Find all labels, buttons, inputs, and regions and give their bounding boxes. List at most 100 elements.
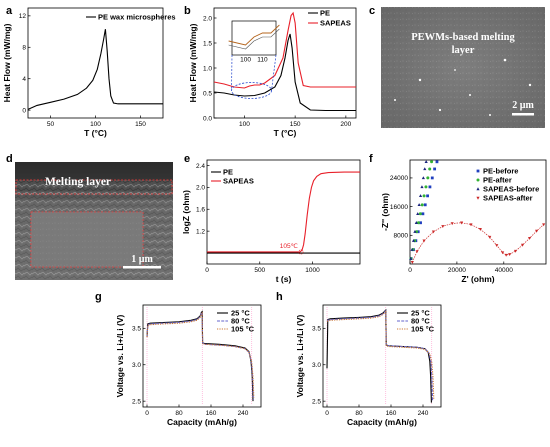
panel-label-d: d (6, 153, 13, 165)
x-tick-label: 240 (238, 410, 249, 417)
y-tick-label: 3.5 (132, 326, 141, 333)
y-tick-label: 1.6 (196, 207, 205, 214)
legend-label-80c: 80 °C (231, 316, 250, 325)
sem-d-scale-label: 1 µm (131, 254, 153, 265)
data-point-sapeas-after (527, 236, 532, 240)
data-point-sapeas-after (535, 229, 539, 233)
series-line-sapeas (207, 171, 360, 253)
annotation-circle (298, 249, 304, 255)
x-axis-label: T (°C) (274, 128, 297, 138)
x-tick-label: 100 (90, 121, 101, 128)
sem-image-d: Melting layer 1 µm (15, 162, 173, 280)
y-axis-label: Heat Flow (mW/mg) (188, 23, 198, 102)
data-point-sapeas-before (413, 230, 417, 233)
legend-label-sapeas: SAPEAS (320, 19, 351, 28)
inset-x-tick-label: 110 (257, 57, 268, 64)
sem-c-caption-line2: layer (452, 45, 475, 56)
y-tick-label: 1.0 (203, 65, 212, 72)
data-point-sapeas-after (513, 249, 518, 253)
x-axis-label: t (s) (276, 274, 292, 284)
series-line-sapeas-after (412, 222, 544, 263)
panel-label-a: a (6, 5, 13, 17)
sem-image-c: PEWMs-based melting layer 2 µm (381, 7, 545, 128)
y-tick-label: 16000 (390, 204, 408, 211)
legend-label-sapeas: SAPEAS (223, 177, 254, 186)
panel-label-h: h (276, 291, 283, 303)
y-axis-label: Voltage vs. Li+/Li (V) (115, 314, 125, 397)
sem-d-title: Melting layer (45, 176, 111, 188)
x-tick-label: 80 (355, 410, 363, 417)
x-axis-label: T (°C) (84, 128, 107, 138)
sem-d-melting-layer-outline (15, 179, 173, 195)
y-tick-label: 8000 (394, 233, 409, 240)
data-point-pe-after (416, 221, 420, 225)
x-axis-label: Z' (ohm) (461, 274, 494, 284)
x-tick-label: 500 (254, 267, 265, 274)
inset-series-line (228, 24, 280, 46)
chart-panel-f: 0 20000 40000 8000 16000 24000 Z' (ohm) -Z'' (o… (380, 159, 547, 284)
data-point-sapeas-before (409, 256, 413, 260)
plot-frame (213, 7, 357, 119)
series-line-105c (327, 310, 435, 400)
legend-marker-pe-before (476, 169, 480, 173)
plot-frame (27, 7, 164, 119)
series-line-pe-wax (27, 29, 163, 110)
chart-panel-h: 0 80 160 240 2.5 3.0 3.5 Capacity (mAh/g) Voltag… (295, 304, 442, 427)
chart-panel-b: 100 150 200 0.0 0.5 1.0 1.5 2.0 T (°C) Heat Flow … (188, 7, 357, 138)
legend-label-105c: 105 °C (231, 324, 255, 333)
data-point-sapeas-before (424, 160, 428, 163)
x-tick-label: 40000 (495, 267, 513, 274)
chart-panel-a: 50 100 150 0 4 8 12 T (°C) Heat Flow (mW/mg) PE w… (2, 7, 176, 138)
y-tick-label: 2.4 (196, 163, 205, 170)
panel-label-g: g (95, 291, 102, 303)
y-axis-label: Voltage vs. Li+/Li (V) (295, 314, 305, 397)
legend-marker-sapeas-before (476, 187, 480, 191)
data-point-sapeas-after (508, 253, 512, 257)
panel-label-c: c (369, 5, 375, 17)
inset-series-line-2 (228, 28, 280, 50)
data-point-sapeas-before (421, 176, 425, 180)
y-axis-label: -Z'' (ohm) (380, 193, 390, 231)
legend-marker-sapeas-after (476, 196, 480, 200)
sem-c-scale-label: 2 µm (512, 100, 534, 111)
data-point-sapeas-before (411, 238, 416, 242)
data-point-pe-after (430, 160, 434, 164)
x-tick-label: 20000 (448, 267, 466, 274)
y-tick-label: 2.0 (196, 185, 205, 192)
data-point-sapeas-after (422, 239, 426, 243)
series-line-105c (146, 311, 255, 398)
legend-label-80c: 80 °C (411, 316, 430, 325)
plot-frame (409, 159, 547, 265)
data-point-sapeas-before (416, 212, 420, 215)
x-tick-label: 240 (418, 410, 429, 417)
data-point-pe-before (430, 176, 434, 180)
y-axis-label: logZ (ohm) (181, 190, 191, 234)
annotation-105c: 105℃ (280, 243, 299, 250)
y-tick-label: 2.5 (312, 398, 321, 405)
legend-label-pe-wax: PE wax microspheres (98, 13, 176, 22)
data-point-sapeas-after (542, 223, 546, 227)
data-point-sapeas-before (414, 221, 418, 224)
x-tick-label: 160 (386, 410, 397, 417)
x-tick-label: 80 (175, 410, 183, 417)
y-tick-label: 3.5 (312, 326, 321, 333)
sem-c-scale-bar (512, 113, 534, 116)
data-point-sapeas-before (410, 247, 414, 251)
y-tick-label: 8 (22, 45, 26, 52)
y-tick-label: 0.5 (203, 90, 212, 97)
legend-label-pe: PE (223, 168, 233, 177)
data-point-sapeas-after (488, 235, 492, 239)
y-tick-label: 3.0 (312, 362, 321, 369)
chart-panel-g: 0 80 160 240 2.5 3.0 3.5 Capacity (mAh/g) Voltag… (115, 304, 262, 427)
legend-label-pe-before: PE-before (483, 166, 518, 175)
data-point-pe-before (416, 230, 420, 234)
y-tick-label: 2.0 (203, 15, 212, 22)
x-tick-label: 0 (205, 267, 209, 274)
data-point-pe-before (435, 160, 439, 164)
x-tick-label: 50 (47, 121, 55, 128)
x-tick-label: 100 (239, 121, 250, 128)
legend-label-pe-after: PE-after (483, 175, 512, 184)
x-axis-label: Capacity (mAh/g) (347, 417, 417, 427)
data-point-pe-before (428, 185, 432, 189)
data-point-sapeas-after (478, 228, 482, 231)
